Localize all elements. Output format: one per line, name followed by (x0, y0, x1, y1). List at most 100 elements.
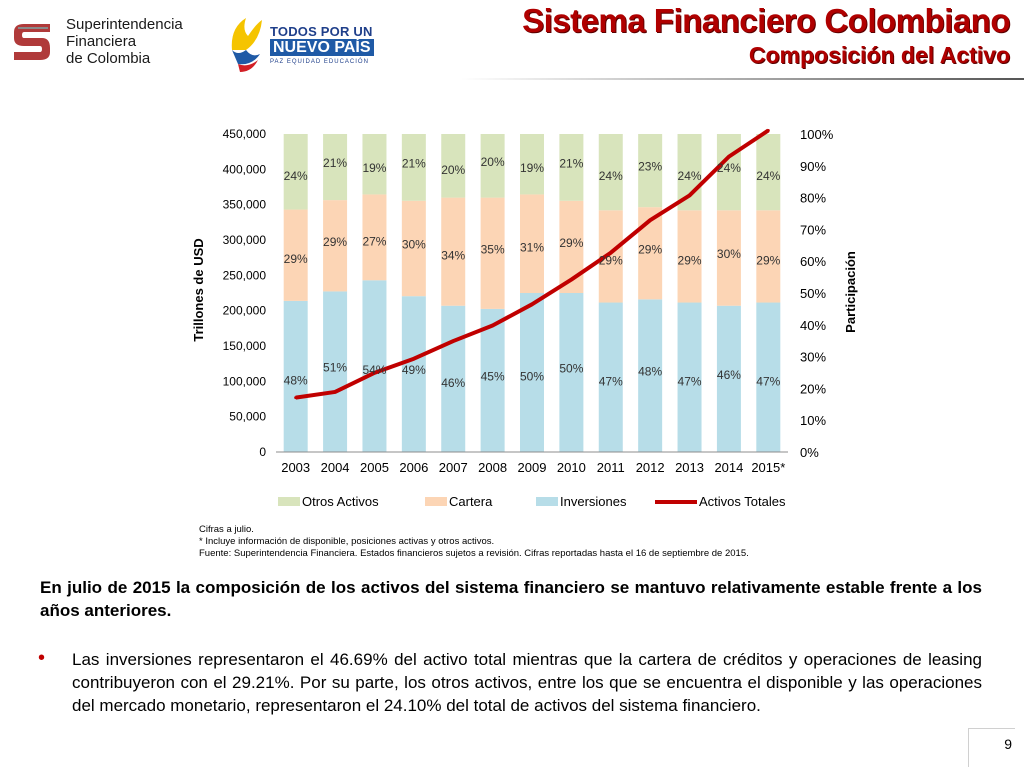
bullet-text: Las inversiones representaron el 46.69% … (72, 650, 982, 715)
data-label-cartera: 31% (520, 241, 544, 255)
series-point-activos-totales (609, 251, 613, 255)
legend-swatch (536, 497, 558, 506)
y2-axis-tick-label: 100% (800, 127, 834, 142)
data-label-inversiones: 47% (756, 374, 780, 388)
data-label-otros-activos: 24% (717, 161, 741, 175)
data-label-cartera: 29% (678, 253, 702, 267)
bar-segment-cartera (362, 194, 387, 281)
bar-segment-inversiones (716, 305, 741, 452)
x-axis-tick-label: 2010 (557, 460, 586, 475)
bar-segment-cartera (480, 197, 505, 309)
data-label-otros-activos: 23% (638, 160, 662, 174)
bar-segment-otros-activos (283, 134, 308, 210)
data-label-otros-activos: 20% (481, 155, 505, 169)
series-point-activos-totales (451, 339, 455, 343)
sfc-logo: Superintendencia Financiera de Colombia (8, 14, 208, 70)
data-label-otros-activos: 19% (362, 161, 386, 175)
bar-segment-otros-activos (480, 134, 505, 198)
y-axis-tick-label: 100,000 (223, 374, 267, 388)
data-label-cartera: 29% (323, 235, 347, 249)
y2-axis-tick-label: 90% (800, 159, 826, 174)
y-axis-tick-label: 450,000 (223, 127, 267, 141)
data-label-inversiones: 54% (362, 363, 386, 377)
gov-logo-tagline: PAZ EQUIDAD EDUCACIÓN (270, 59, 369, 65)
y-axis-tick-label: 250,000 (223, 268, 267, 282)
bar-segment-otros-activos (638, 134, 663, 208)
series-point-activos-totales (372, 371, 376, 375)
legend-label: Activos Totales (699, 494, 786, 509)
y-axis-tick-label: 200,000 (223, 304, 267, 318)
y2-axis-tick-label: 30% (800, 350, 826, 365)
y-axis-tick-label: 350,000 (223, 198, 267, 212)
bar-segment-inversiones (559, 293, 584, 452)
x-axis-tick-label: 2015* (751, 460, 785, 475)
data-label-otros-activos: 24% (678, 169, 702, 183)
bar-segment-otros-activos (756, 134, 781, 211)
data-label-inversiones: 50% (520, 370, 544, 384)
gov-logo-line-1: TODOS POR UN (270, 24, 373, 39)
series-point-activos-totales (294, 396, 298, 400)
data-label-inversiones: 47% (599, 374, 623, 388)
data-label-inversiones: 46% (717, 368, 741, 382)
page-number-box (968, 728, 1015, 767)
bullet-icon: • (38, 647, 46, 669)
bar-segment-inversiones (520, 293, 544, 452)
data-label-inversiones: 49% (402, 363, 426, 377)
y2-axis-tick-label: 20% (800, 381, 826, 396)
data-label-cartera: 34% (441, 249, 465, 263)
series-point-activos-totales (648, 218, 652, 222)
data-label-inversiones: 46% (441, 376, 465, 390)
y2-axis-tick-label: 80% (800, 191, 826, 206)
x-axis-tick-label: 2011 (597, 460, 625, 475)
series-point-activos-totales (412, 357, 416, 361)
y2-axis-tick-label: 10% (800, 413, 826, 428)
data-label-otros-activos: 21% (559, 156, 583, 170)
bar-segment-inversiones (283, 300, 308, 452)
data-label-inversiones: 50% (559, 362, 583, 376)
data-label-inversiones: 48% (638, 365, 662, 379)
data-label-cartera: 29% (284, 252, 308, 266)
y2-axis-title: Participación (843, 251, 858, 333)
gov-logo-line-2: NUEVO PAÍS (270, 39, 374, 56)
x-axis-tick-label: 2006 (399, 460, 428, 475)
legend-label: Otros Activos (302, 494, 379, 509)
y-axis-tick-label: 0 (259, 445, 266, 459)
legend-swatch (425, 497, 447, 506)
x-axis-tick-label: 2004 (321, 460, 350, 475)
data-label-otros-activos: 19% (520, 161, 544, 175)
data-label-cartera: 29% (638, 242, 662, 256)
data-label-inversiones: 47% (678, 374, 702, 388)
legend-label: Cartera (449, 494, 493, 509)
bar-segment-cartera (283, 209, 308, 301)
page-subtitle: Composición del Activo (748, 42, 1010, 68)
bar-segment-cartera (323, 200, 348, 292)
colombia-bird-icon (231, 18, 262, 72)
bar-segment-inversiones (323, 291, 348, 452)
series-point-activos-totales (688, 193, 692, 197)
bar-segment-otros-activos (598, 134, 623, 211)
chart-note-1: Cifras a julio. (199, 524, 254, 535)
data-label-otros-activos: 21% (323, 156, 347, 170)
sfc-logo-line-2: Financiera (66, 33, 137, 50)
data-label-otros-activos: 24% (756, 169, 780, 183)
bar-segment-cartera (401, 200, 426, 297)
sfc-logo-line-3: de Colombia (66, 50, 151, 67)
y2-axis-tick-label: 60% (800, 254, 826, 269)
gov-logo: TODOS POR UN NUEVO PAÍS PAZ EQUIDAD EDUC… (226, 10, 376, 74)
x-axis-tick-label: 2014 (714, 460, 743, 475)
series-point-activos-totales (491, 324, 495, 328)
bar-segment-inversiones (638, 299, 663, 452)
data-label-inversiones: 48% (284, 373, 308, 387)
series-point-activos-totales (569, 278, 573, 282)
page-title: Sistema Financiero Colombiano (522, 2, 1010, 39)
y2-axis-tick-label: 0% (800, 445, 819, 460)
data-label-inversiones: 45% (481, 369, 505, 383)
legend-label: Inversiones (560, 494, 627, 509)
x-axis-tick-label: 2008 (478, 460, 507, 475)
series-point-activos-totales (530, 302, 534, 306)
data-label-otros-activos: 20% (441, 163, 465, 177)
sfc-logo-icon (8, 18, 56, 66)
bar-segment-otros-activos (716, 134, 741, 211)
data-label-cartera: 30% (402, 237, 426, 251)
bar-segment-cartera (441, 197, 466, 306)
